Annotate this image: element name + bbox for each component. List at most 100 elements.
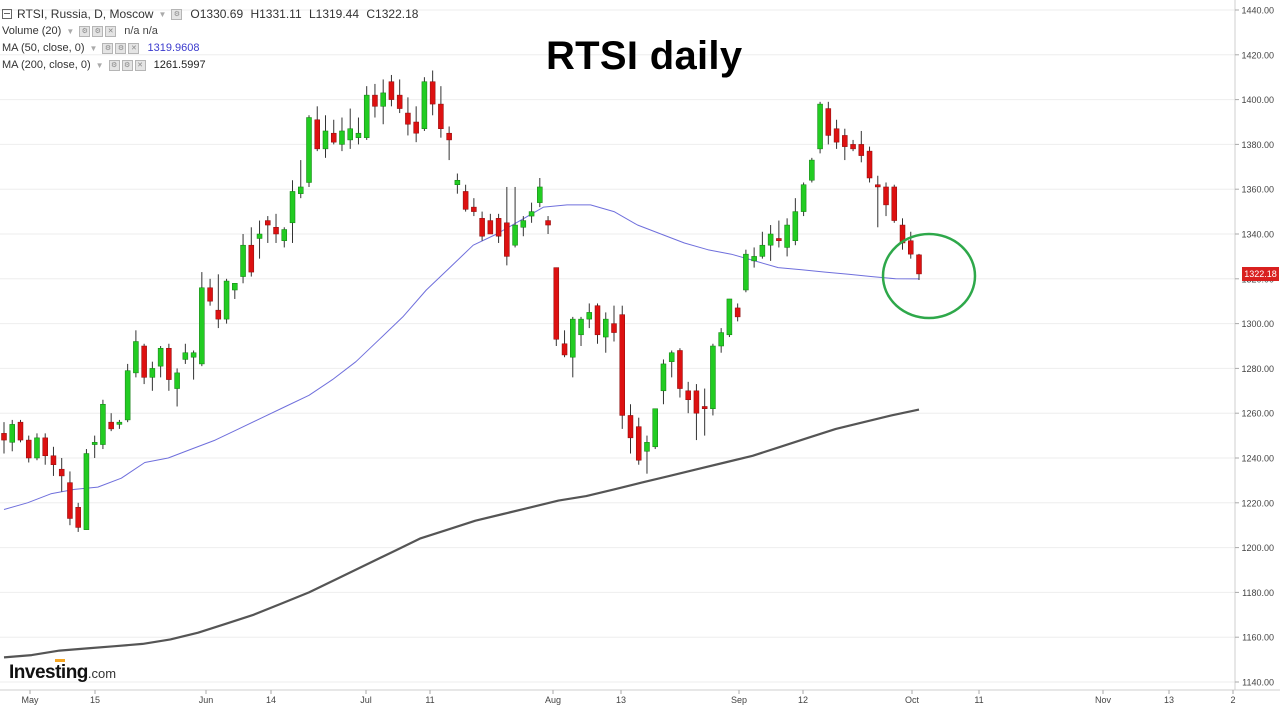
y-tick-label: 1400.00 bbox=[1241, 95, 1274, 105]
y-tick-label: 1300.00 bbox=[1241, 319, 1274, 329]
y-tick-label: 1160.00 bbox=[1242, 633, 1274, 643]
candle-up bbox=[537, 186, 543, 203]
settings-icon[interactable]: ⚙ bbox=[121, 59, 133, 71]
candle-down bbox=[17, 421, 24, 441]
candle-down bbox=[776, 238, 782, 241]
candle-up bbox=[570, 318, 576, 358]
x-tick-label: Oct bbox=[905, 695, 920, 705]
settings-icon[interactable]: ⚙ bbox=[108, 59, 120, 71]
candle-down bbox=[314, 119, 320, 150]
time-axis: May 15 Jun 14 Jul 11 Aug 13 Sep 12 Oct 11 Nov 13 2 bbox=[21, 690, 1236, 705]
ma200-series bbox=[3, 408, 920, 659]
candle-up bbox=[232, 283, 238, 291]
y-tick-label: 1340.00 bbox=[1241, 230, 1274, 240]
legend-row-ma50: MA (50, close, 0) ▼ ⚙ ⚙ ✕ 1319.9608 bbox=[2, 40, 199, 56]
y-tick-label: 1140.00 bbox=[1242, 678, 1274, 688]
candle-down bbox=[141, 345, 147, 378]
candle-down bbox=[405, 112, 411, 125]
candle-up bbox=[363, 94, 370, 138]
candle-up bbox=[759, 244, 766, 257]
x-tick-label: Sep bbox=[731, 695, 747, 705]
candle-up bbox=[767, 233, 774, 246]
candle-down bbox=[553, 267, 560, 340]
candle-up bbox=[34, 437, 40, 459]
ma200-value: 1261.5997 bbox=[153, 59, 206, 71]
ma50-series bbox=[3, 204, 920, 510]
close-value: C1322.18 bbox=[366, 7, 419, 21]
candle-down bbox=[495, 218, 502, 237]
candle-down bbox=[891, 186, 898, 221]
candle-down bbox=[627, 415, 634, 439]
chevron-down-icon[interactable]: ▼ bbox=[89, 43, 98, 53]
candle-down bbox=[611, 323, 617, 333]
candle-down bbox=[166, 347, 172, 380]
y-tick-label: 1200.00 bbox=[1241, 543, 1274, 553]
settings-icon[interactable]: ⚙ bbox=[102, 42, 114, 54]
settings-icon[interactable]: ⚙ bbox=[79, 25, 91, 37]
candle-down bbox=[396, 94, 403, 109]
candle-up bbox=[190, 352, 197, 358]
candle-down bbox=[248, 244, 255, 273]
candle-up bbox=[817, 103, 823, 150]
x-tick-label: Jun bbox=[199, 695, 214, 705]
candle-down bbox=[413, 121, 419, 134]
candle-up bbox=[718, 332, 724, 347]
chevron-down-icon[interactable]: ▼ bbox=[66, 26, 75, 36]
collapse-icon[interactable] bbox=[2, 9, 12, 19]
y-tick-label: 1180.00 bbox=[1242, 588, 1274, 598]
settings-icon[interactable]: ⚙ bbox=[171, 8, 183, 20]
candle-up bbox=[809, 159, 815, 181]
settings-icon[interactable]: ⚙ bbox=[115, 42, 127, 54]
candle-down bbox=[429, 81, 436, 105]
x-tick-label: May bbox=[21, 695, 39, 705]
settings-icon[interactable]: ⚙ bbox=[92, 25, 104, 37]
ma200-label[interactable]: MA (200, close, 0) bbox=[2, 59, 91, 71]
candle-down bbox=[265, 220, 271, 226]
y-tick-label: 1280.00 bbox=[1241, 364, 1274, 374]
candle-down bbox=[67, 482, 73, 519]
candle-up bbox=[603, 318, 609, 338]
candle-down bbox=[858, 144, 865, 156]
investing-logo: Investing.com bbox=[9, 659, 116, 684]
highlight-circle bbox=[881, 232, 977, 320]
candle-down bbox=[825, 108, 832, 136]
ma50-label[interactable]: MA (50, close, 0) bbox=[2, 42, 85, 54]
candle-down bbox=[908, 240, 914, 255]
chevron-down-icon[interactable]: ▼ bbox=[95, 60, 104, 70]
volume-label[interactable]: Volume (20) bbox=[2, 25, 62, 37]
x-tick-label: 12 bbox=[798, 695, 808, 705]
candle-down bbox=[479, 218, 485, 237]
logo-text: Investing bbox=[9, 662, 88, 683]
ma50-value: 1319.9608 bbox=[147, 42, 200, 54]
candle-down bbox=[504, 222, 510, 257]
candle-down bbox=[50, 455, 57, 465]
instrument-label[interactable]: RTSI, Russia, D, Moscow bbox=[17, 7, 154, 21]
candle-up bbox=[454, 179, 461, 185]
candle-down bbox=[594, 305, 601, 336]
candle-up bbox=[149, 368, 156, 378]
last-price-label: 1322.18 bbox=[1242, 267, 1279, 281]
candle-up bbox=[800, 184, 807, 212]
candle-up bbox=[784, 224, 790, 248]
close-icon[interactable]: ✕ bbox=[128, 42, 140, 54]
close-icon[interactable]: ✕ bbox=[134, 59, 146, 71]
candle-down bbox=[685, 390, 691, 401]
candle-down bbox=[842, 135, 848, 147]
candle-up bbox=[347, 128, 353, 141]
candle-up bbox=[298, 186, 304, 194]
x-tick-label: 14 bbox=[266, 695, 276, 705]
candle-up bbox=[380, 92, 386, 107]
ma200-line bbox=[3, 408, 920, 659]
candle-down bbox=[207, 287, 213, 302]
candle-down bbox=[734, 307, 741, 318]
legend-row-volume: Volume (20) ▼ ⚙ ⚙ ✕ n/a n/a bbox=[2, 23, 158, 39]
chevron-down-icon[interactable]: ▼ bbox=[158, 9, 167, 19]
chart-title: RTSI daily bbox=[546, 34, 743, 78]
candle-up bbox=[421, 81, 428, 129]
close-icon[interactable]: ✕ bbox=[105, 25, 117, 37]
candle-up bbox=[528, 211, 535, 217]
candle-up bbox=[281, 229, 288, 241]
candle-down bbox=[25, 439, 32, 459]
candle-down bbox=[883, 186, 889, 206]
